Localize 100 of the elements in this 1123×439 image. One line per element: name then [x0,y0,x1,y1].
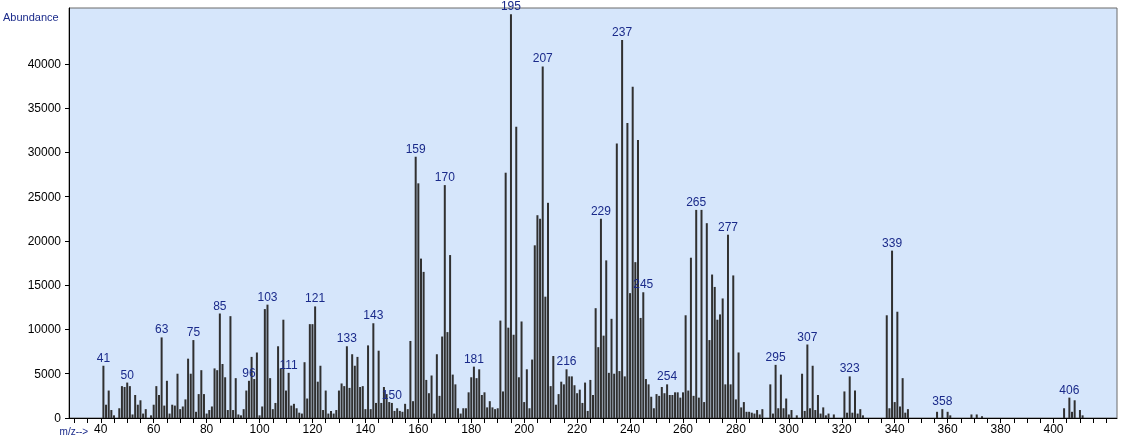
bar [671,394,674,418]
annotation: 265 [686,194,707,209]
bar [504,172,507,418]
bar [102,365,105,418]
bar [128,386,131,418]
bar [478,369,481,418]
bar [946,411,949,418]
bar [1078,410,1081,418]
bar [949,415,952,418]
bar [816,394,819,418]
bar [547,202,550,418]
bar [499,320,502,418]
bar [761,409,764,418]
x-tick-label: 140 [355,422,376,436]
bar [287,372,290,418]
bar [605,260,608,418]
annotation: 358 [932,394,953,409]
bar [155,386,158,418]
bar [732,275,735,418]
x-tick-label: 400 [1043,422,1064,436]
bar [801,373,804,418]
x-tick-label: 180 [461,422,482,436]
bar [340,383,343,418]
bar [356,356,359,418]
bar [552,356,555,418]
bar [525,369,528,418]
bar [843,391,846,418]
annotation: 75 [186,325,201,340]
bar [277,346,280,418]
bar [565,369,568,418]
x-tick-label: 360 [937,422,958,436]
x-tick-label: 240 [620,422,641,436]
bar [795,415,798,418]
bar [192,340,195,418]
bar [404,403,407,418]
bar [139,400,142,418]
bar [126,382,129,418]
annotation: 143 [363,308,384,323]
bar [1073,400,1076,418]
bar [666,384,669,418]
bar [885,315,888,418]
annotation: 181 [463,351,485,366]
y-tick-label: 40000 [27,56,62,71]
y-tick-label: 35000 [27,101,62,116]
bar [367,345,370,418]
y-axis-title: Abundance [3,10,59,23]
bar [541,66,544,418]
x-tick-label: 40 [94,422,108,436]
x-tick-label: 120 [302,422,323,436]
bar [134,394,137,418]
annotation: 63 [154,322,169,337]
bar [642,292,645,418]
bar [599,218,602,418]
bar [811,365,814,418]
bar [218,313,221,418]
annotation: 195 [500,0,522,14]
x-tick-label: 60 [147,422,161,436]
bar [295,408,298,418]
bar [509,14,512,418]
bar [1068,397,1071,418]
annotation: 323 [839,361,861,376]
y-tick-label: 15000 [27,278,62,293]
annotation: 229 [590,203,612,218]
annotation: 41 [96,350,111,365]
bar [626,123,629,418]
bar [351,354,354,418]
x-tick-label: 220 [567,422,588,436]
bar [631,86,634,418]
bar [689,257,692,418]
bar [970,414,973,418]
annotation: 85 [213,298,227,313]
bar [472,366,475,418]
annotation: 50 [120,367,135,382]
bar [901,378,904,418]
bar [705,223,708,418]
bar [848,376,851,418]
bar [345,346,348,418]
bar [806,344,809,418]
bar [266,304,269,418]
annotation: 406 [1059,382,1080,397]
y-tick-label: 0 [54,411,62,425]
bar [435,354,438,418]
bar [520,321,523,418]
bar [621,39,624,418]
bar [303,362,306,418]
bar [430,375,433,418]
bar [234,378,237,418]
x-tick-label: 340 [884,422,906,436]
bar [774,364,777,418]
bar [822,407,825,418]
annotation: 133 [336,331,358,346]
annotation: 216 [556,354,577,369]
bar [488,401,491,418]
bar [1063,408,1066,418]
bar [144,409,147,418]
bar [684,315,687,418]
annotation: 159 [405,141,427,156]
bar [721,298,724,418]
bar [314,306,317,418]
bar [372,323,375,418]
